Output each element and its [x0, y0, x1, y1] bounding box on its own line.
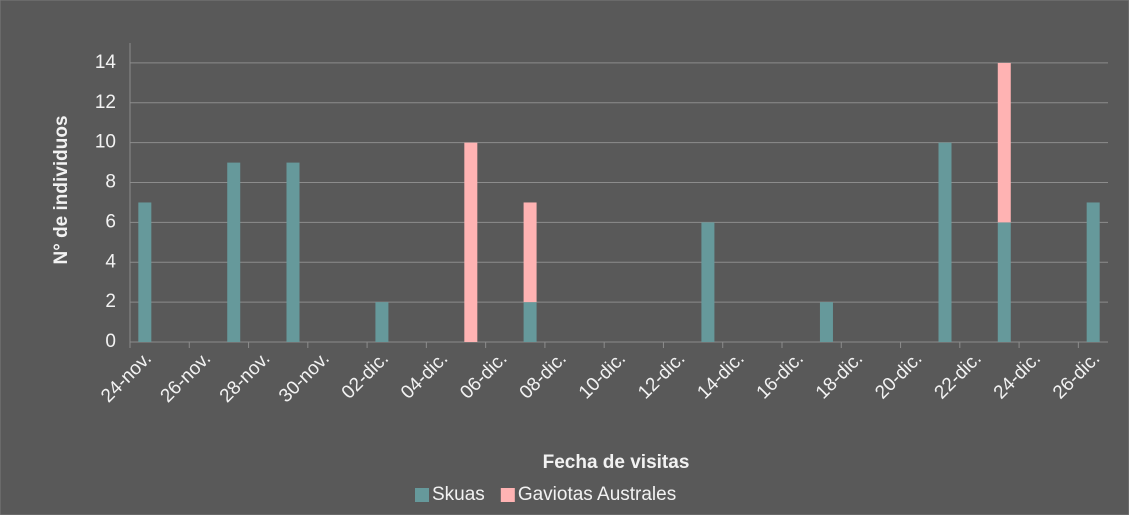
bar	[997, 62, 1011, 223]
y-tick-label: 12	[95, 92, 116, 113]
y-tick-label: 8	[105, 172, 116, 193]
legend-swatch	[415, 488, 429, 502]
x-axis-title: Fecha de visitas	[543, 452, 690, 473]
bar	[286, 162, 300, 342]
legend-swatch	[500, 488, 515, 502]
bar	[464, 142, 478, 342]
y-axis-title: N° de individuos	[51, 115, 72, 264]
bar	[138, 202, 152, 342]
bar	[375, 302, 389, 342]
bar	[227, 162, 241, 342]
legend-label: Gaviotas Australes	[518, 484, 676, 505]
bar	[523, 202, 537, 303]
y-tick-label: 4	[105, 251, 116, 272]
bar	[997, 222, 1011, 342]
bar	[819, 302, 833, 342]
y-tick-label: 14	[95, 52, 117, 73]
y-tick-label: 6	[105, 211, 116, 232]
bar	[701, 222, 715, 342]
bar	[1086, 202, 1100, 342]
y-tick-label: 0	[105, 331, 116, 352]
bar	[938, 142, 952, 342]
legend-label: Skuas	[432, 484, 485, 505]
y-tick-label: 10	[95, 132, 116, 153]
bar	[523, 302, 537, 342]
y-tick-label: 2	[105, 291, 116, 312]
